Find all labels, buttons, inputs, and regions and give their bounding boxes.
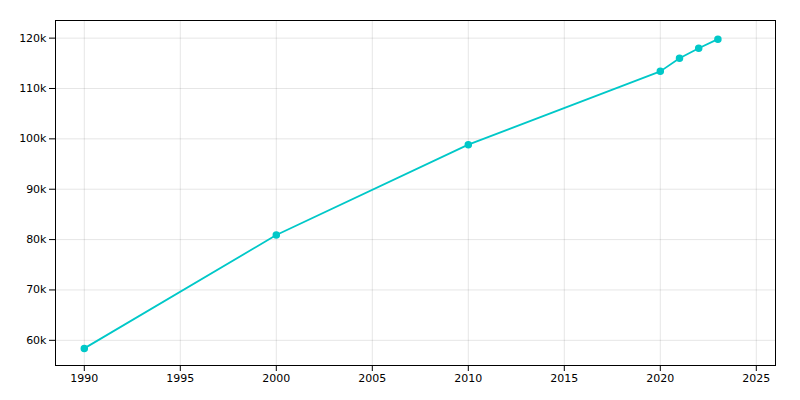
svg-text:2015: 2015	[550, 372, 578, 385]
svg-text:1995: 1995	[166, 372, 194, 385]
svg-text:60k: 60k	[26, 334, 47, 347]
svg-text:90k: 90k	[26, 183, 47, 196]
svg-text:120k: 120k	[19, 32, 47, 45]
svg-text:1990: 1990	[70, 372, 98, 385]
svg-text:2005: 2005	[358, 372, 386, 385]
svg-text:2025: 2025	[742, 372, 770, 385]
svg-text:110k: 110k	[19, 82, 47, 95]
svg-text:80k: 80k	[26, 233, 47, 246]
svg-text:2010: 2010	[454, 372, 482, 385]
svg-text:2000: 2000	[262, 372, 290, 385]
svg-text:70k: 70k	[26, 283, 47, 296]
svg-text:2020: 2020	[646, 372, 674, 385]
svg-text:100k: 100k	[19, 132, 47, 145]
